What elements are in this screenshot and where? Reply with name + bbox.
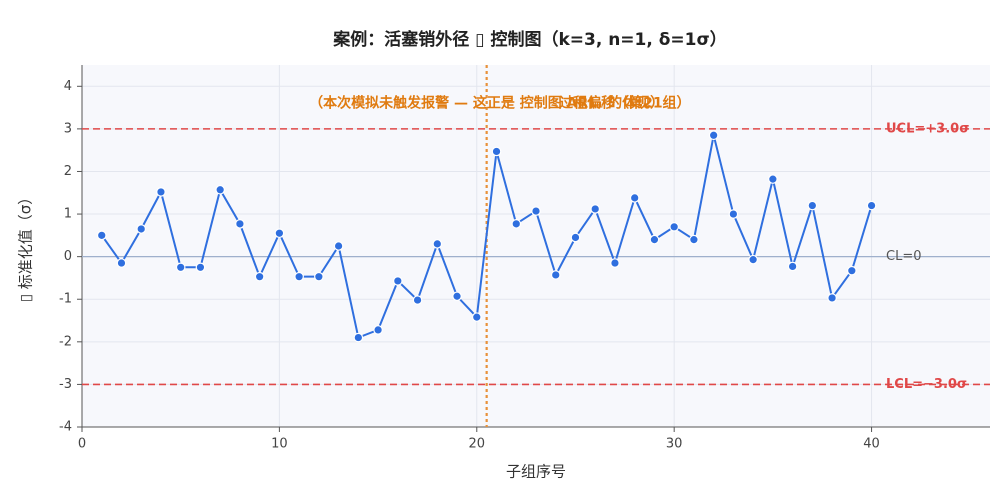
chart-title: 案例：活塞销外径 ▯ 控制图（k=3, n=1, δ=1σ） [332, 29, 727, 50]
data-point [708, 130, 719, 141]
data-point [689, 234, 699, 245]
data-point [669, 222, 679, 232]
y-tick-label: 0 [64, 249, 72, 264]
data-point [531, 206, 541, 216]
data-point [550, 270, 561, 280]
data-point [590, 204, 601, 214]
x-tick-label: 0 [78, 437, 86, 452]
x-tick-label: 30 [666, 437, 683, 452]
data-point [353, 332, 364, 343]
y-tick-label: -2 [59, 334, 72, 349]
data-point [156, 187, 166, 197]
x-axis-label: 子组序号 [506, 463, 566, 481]
data-point [452, 291, 462, 302]
data-point [432, 239, 443, 249]
x-tick-label: 40 [863, 437, 880, 452]
data-point [136, 224, 147, 234]
data-line [100, 135, 873, 339]
data-point [116, 258, 127, 268]
data-point [373, 325, 383, 335]
data-point [96, 230, 107, 241]
reference-label: CL=0 [886, 249, 921, 264]
data-point [728, 209, 739, 219]
data-point [333, 241, 344, 251]
y-tick-label: -1 [59, 292, 72, 307]
data-point [570, 232, 581, 243]
data-point [254, 271, 265, 282]
data-point [195, 262, 206, 273]
reference-label: UCL=+3.0σ [886, 121, 969, 136]
data-point [649, 234, 660, 245]
data-point [629, 193, 640, 203]
y-tick-label: 1 [64, 207, 72, 222]
data-point [294, 271, 304, 282]
plot-area [82, 65, 990, 427]
data-point [215, 184, 225, 195]
data-point [314, 271, 324, 282]
x-tick-label: 10 [271, 437, 288, 452]
data-point [866, 200, 877, 211]
x-tick-label: 20 [469, 437, 486, 452]
data-point [748, 254, 758, 265]
annotation: （本次模拟未触发报警 — 这正是 控制图 ARL₁ 的体现） [309, 94, 664, 111]
data-point [471, 312, 482, 322]
annotation: 过程偏移（第21组） [559, 94, 690, 111]
data-point [807, 200, 818, 211]
y-axis-label: ▯ 标准化值（σ） [17, 190, 35, 303]
data-point [491, 146, 502, 157]
y-tick-label: -4 [59, 420, 72, 435]
data-point [511, 219, 522, 229]
data-point [274, 228, 285, 239]
data-point [610, 258, 620, 268]
data-point [768, 174, 778, 184]
data-point [412, 295, 423, 305]
data-point [393, 276, 403, 286]
y-tick-label: 3 [64, 121, 72, 136]
y-tick-label: 2 [64, 164, 72, 179]
data-point [847, 265, 857, 276]
data-point [827, 293, 837, 303]
data-point [175, 262, 186, 273]
y-tick-label: 4 [64, 79, 72, 94]
data-point [787, 261, 798, 272]
data-point [235, 219, 245, 229]
reference-label: LCL=−3.0σ [886, 377, 967, 392]
y-tick-label: -3 [59, 377, 72, 392]
